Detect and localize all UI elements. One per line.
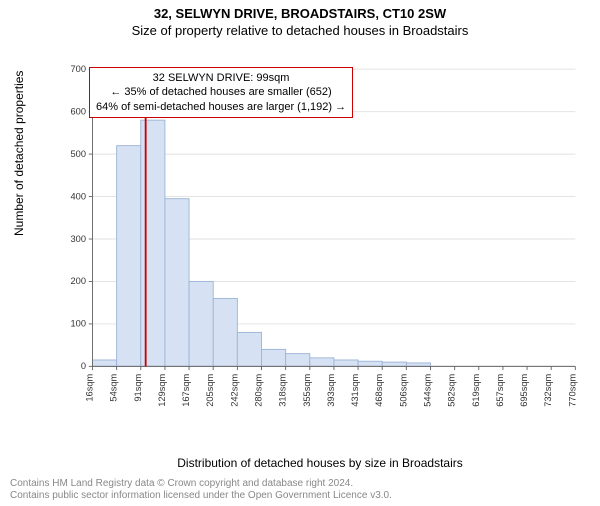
y-axis-label: Number of detached properties xyxy=(12,71,26,236)
svg-text:280sqm: 280sqm xyxy=(254,374,264,407)
svg-text:0: 0 xyxy=(81,361,86,371)
svg-text:54sqm: 54sqm xyxy=(109,374,119,402)
svg-text:770sqm: 770sqm xyxy=(567,374,577,407)
annotation-line1: 32 SELWYN DRIVE: 99sqm xyxy=(96,71,346,85)
svg-text:318sqm: 318sqm xyxy=(278,374,288,407)
svg-text:506sqm: 506sqm xyxy=(398,374,408,407)
svg-text:16sqm: 16sqm xyxy=(85,374,95,402)
svg-text:400: 400 xyxy=(71,191,86,201)
footer-line1: Contains HM Land Registry data © Crown c… xyxy=(10,478,392,490)
footer-line2: Contains public sector information licen… xyxy=(10,490,392,502)
svg-text:300: 300 xyxy=(71,234,86,244)
svg-text:500: 500 xyxy=(71,149,86,159)
svg-text:167sqm: 167sqm xyxy=(181,374,191,407)
svg-text:468sqm: 468sqm xyxy=(374,374,384,407)
svg-text:619sqm: 619sqm xyxy=(471,374,481,407)
footer: Contains HM Land Registry data © Crown c… xyxy=(10,478,392,502)
page-title: 32, SELWYN DRIVE, BROADSTAIRS, CT10 2SW xyxy=(0,6,600,21)
svg-text:129sqm: 129sqm xyxy=(157,374,167,407)
svg-text:100: 100 xyxy=(71,319,86,329)
svg-text:393sqm: 393sqm xyxy=(326,374,336,407)
svg-text:582sqm: 582sqm xyxy=(447,374,457,407)
annotation-line3: 64% of semi-detached houses are larger (… xyxy=(96,100,346,114)
svg-text:200: 200 xyxy=(71,276,86,286)
svg-text:695sqm: 695sqm xyxy=(519,374,529,407)
svg-text:431sqm: 431sqm xyxy=(350,374,360,407)
svg-text:355sqm: 355sqm xyxy=(302,374,312,407)
annotation-line2: ← 35% of detached houses are smaller (65… xyxy=(96,85,346,99)
svg-text:544sqm: 544sqm xyxy=(423,374,433,407)
svg-text:600: 600 xyxy=(71,106,86,116)
page-subtitle: Size of property relative to detached ho… xyxy=(0,23,600,38)
svg-text:91sqm: 91sqm xyxy=(133,374,143,402)
svg-text:700: 700 xyxy=(71,64,86,74)
svg-text:205sqm: 205sqm xyxy=(205,374,215,407)
svg-text:242sqm: 242sqm xyxy=(229,374,239,407)
x-axis-label: Distribution of detached houses by size … xyxy=(60,456,580,470)
svg-text:732sqm: 732sqm xyxy=(543,374,553,407)
svg-text:657sqm: 657sqm xyxy=(495,374,505,407)
annotation-box: 32 SELWYN DRIVE: 99sqm ← 35% of detached… xyxy=(89,67,353,118)
